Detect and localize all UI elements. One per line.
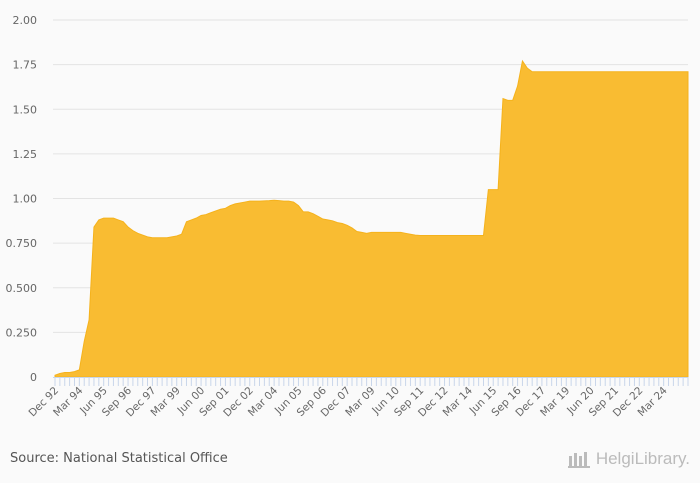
y-tick-label: 1.50 <box>13 103 38 116</box>
y-tick-label: 1.00 <box>13 193 38 206</box>
logo-text: HelgiLibrary. <box>595 449 690 468</box>
helgi-library-logo[interactable]: HelgiLibrary. <box>567 449 690 469</box>
y-tick-label: 0 <box>30 371 37 384</box>
y-tick-label: 1.25 <box>13 148 38 161</box>
y-tick-label: 0.500 <box>6 282 38 295</box>
source-note: Source: National Statistical Office <box>10 451 228 466</box>
area-chart: 00.2500.5000.7501.001.251.501.752.00Dec … <box>6 14 689 419</box>
y-tick-label: 1.75 <box>13 59 38 72</box>
area-series <box>54 59 689 378</box>
y-tick-label: 0.750 <box>6 237 38 250</box>
y-tick-label: 0.250 <box>6 326 38 339</box>
y-tick-label: 2.00 <box>13 14 38 27</box>
library-icon <box>567 452 590 468</box>
